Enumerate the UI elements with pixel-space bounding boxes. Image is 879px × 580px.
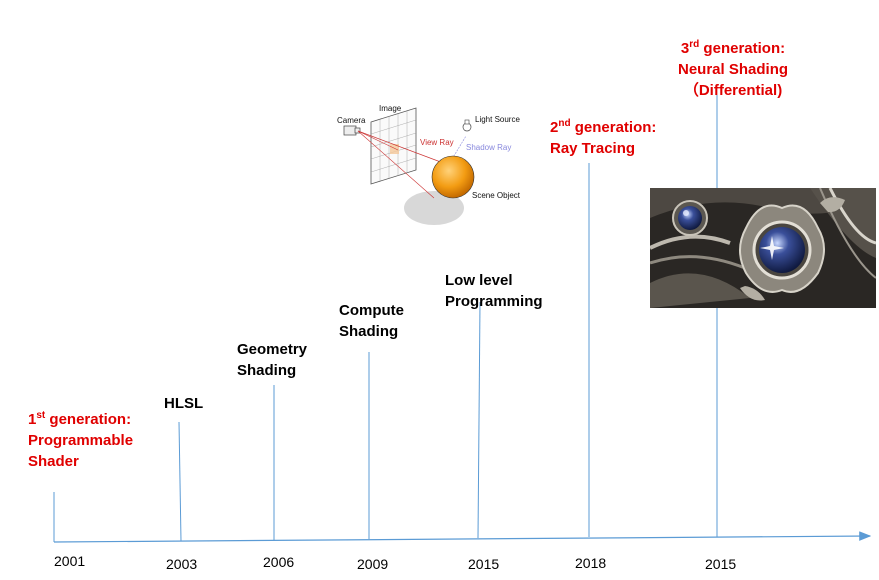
milestone-compute-shading: Compute Shading xyxy=(339,302,404,340)
diagram-camera-label: Camera xyxy=(337,116,366,125)
year-label: 2009 xyxy=(357,556,389,572)
milestone-hlsl: HLSL xyxy=(164,395,204,412)
light-bulb-icon xyxy=(462,119,472,132)
year-label: 2015 xyxy=(468,556,500,572)
diagram-light-label: Light Source xyxy=(475,115,520,124)
milestone-1st-generation: 1st generation: Programmable Shader xyxy=(28,410,134,471)
view-ray xyxy=(357,130,447,165)
diagram-viewray-label: View Ray xyxy=(420,138,454,147)
year-label: 2006 xyxy=(263,554,295,570)
shadow-ellipse xyxy=(404,191,464,225)
year-label: 2003 xyxy=(166,556,198,572)
stem-2015a xyxy=(477,301,481,539)
camera-icon xyxy=(343,125,361,136)
axis-line xyxy=(53,531,872,543)
year-label: 2001 xyxy=(54,553,86,569)
diagram-image-label: Image xyxy=(379,104,402,113)
year-label: 2018 xyxy=(575,555,607,571)
scene-sphere xyxy=(431,155,475,199)
milestone-low-level-programming: Low level Programming xyxy=(445,272,543,310)
shadow-ray xyxy=(448,135,467,165)
milestone-3rd-generation: 3rd generation: Neural Shading （Differen… xyxy=(678,39,789,100)
diagram-shadowray-label: Shadow Ray xyxy=(466,143,511,152)
neural-shading-render-image xyxy=(650,188,876,308)
ray-tracing-diagram: Image Camera Light Source View Ray Shado… xyxy=(337,104,521,225)
milestone-2nd-generation: 2nd generation: Ray Tracing xyxy=(550,118,657,158)
image-grid xyxy=(370,107,417,185)
milestone-geometry-shading: Geometry Shading xyxy=(237,341,308,379)
year-label: 2015 xyxy=(705,556,737,572)
stem-2003 xyxy=(178,421,182,542)
diagram-scene-label: Scene Object xyxy=(472,191,521,200)
